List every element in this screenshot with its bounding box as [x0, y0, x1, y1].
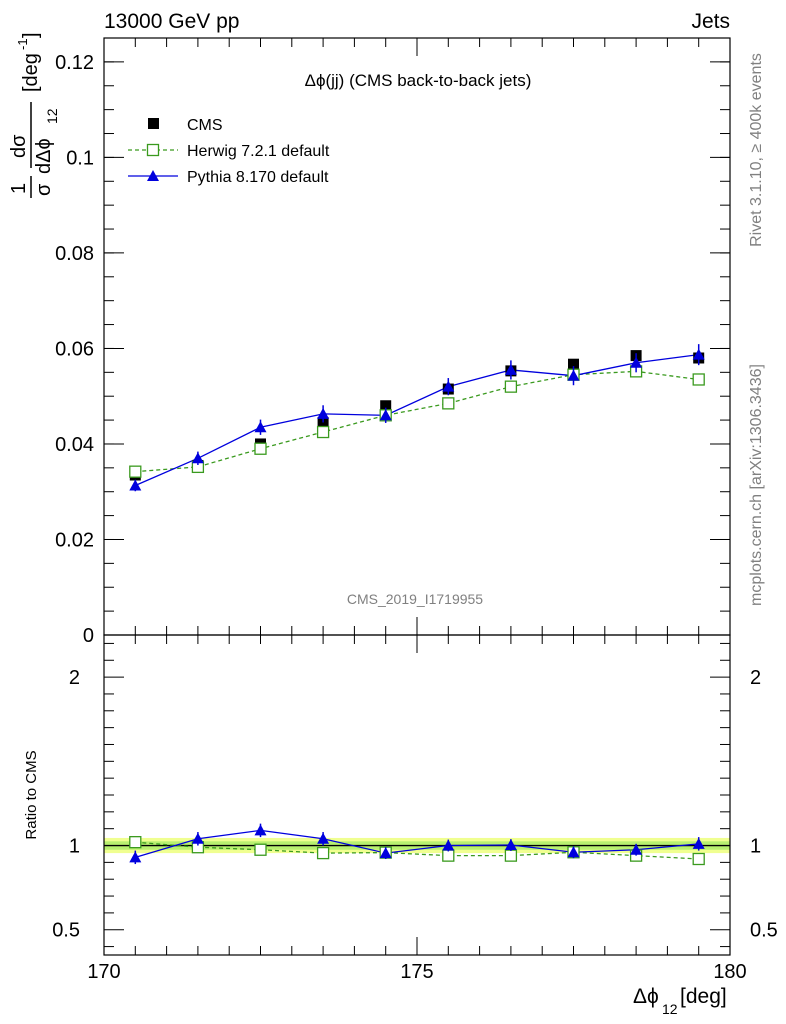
main-y-tick-label: 0.06	[55, 338, 94, 360]
pythia-point	[129, 479, 142, 491]
ratio-frame	[103, 634, 731, 956]
ratio-pythia-point	[442, 839, 455, 851]
ratio-herwig-point	[316, 846, 330, 860]
ratio-y-tick-label: 2	[69, 667, 80, 689]
main-x-ticks	[103, 38, 731, 635]
ratio-pythia-point	[254, 824, 267, 836]
ratio-herwig-point	[504, 849, 518, 862]
ratio-herwig-point	[442, 849, 455, 862]
ratio-x-ticks: 170 175 180	[87, 635, 747, 983]
main-y-tick-label: 0.04	[55, 434, 94, 456]
xlabel-sub: 12	[662, 1001, 678, 1017]
legend-marker-pythia	[147, 170, 159, 181]
pythia-point	[504, 363, 517, 375]
x-tick-label: 175	[400, 961, 433, 983]
ratio-y-tick-label: 1	[69, 836, 80, 858]
pythia-point	[317, 407, 330, 419]
ylabel-numerator-b: dσ	[8, 134, 30, 158]
ratio-pythia-point	[379, 847, 392, 859]
xlabel-unit: [deg]	[680, 985, 727, 1008]
ratio-pythia-point	[129, 851, 142, 863]
analysis-id-label: CMS_2019_I1719955	[347, 591, 483, 607]
ylabel-unit-sup: -1	[15, 38, 30, 50]
ratio-pythia-point	[504, 839, 517, 851]
main-panel: 0 0.02 0.04 0.06 0.08 0.1 0.12 Δϕ(jj) (CMS bac…	[55, 37, 731, 647]
rivet-version-label: Rivet 3.1.10, ≥ 400k events	[748, 53, 765, 247]
ratio-pythia-point	[630, 843, 643, 855]
ratio-panel: 0.5 0.5 1 1 2 2 170 175 180 Ratio to CMS	[23, 634, 778, 983]
main-title: Δϕ(jj) (CMS back-to-back jets)	[305, 71, 532, 90]
main-y-tick-label: 0	[83, 625, 94, 647]
header-category: Jets	[691, 10, 730, 33]
pythia-point	[567, 369, 580, 381]
ylabel-denominator-sub: 12	[44, 108, 60, 124]
herwig-point	[316, 425, 330, 439]
herwig-point	[129, 465, 142, 478]
main-y-tick-label: 0.08	[55, 243, 94, 265]
legend: CMS Herwig 7.2.1 default Pythia 8.170 de…	[128, 117, 330, 186]
ylabel-unit-close: ]	[20, 32, 42, 38]
x-tick-label: 180	[713, 961, 746, 983]
herwig-point	[254, 442, 267, 455]
cms-point	[568, 358, 579, 370]
ratio-herwig-point	[692, 852, 705, 866]
ratio-series-layer	[129, 823, 705, 866]
ratio-pythia-point	[191, 832, 204, 844]
ratio-pythia-point	[567, 846, 580, 858]
main-y-ticks: 0 0.02 0.04 0.06 0.08 0.1 0.12	[55, 37, 730, 647]
legend-label-herwig: Herwig 7.2.1 default	[187, 143, 330, 160]
main-y-tick-label: 0.02	[55, 529, 94, 551]
pythia-line	[135, 354, 699, 487]
mcplots-credit-label: mcplots.cern.ch [arXiv:1306.3436]	[748, 364, 765, 606]
ylabel-denominator-b: dΔϕ	[33, 138, 55, 174]
ratio-y-tick-label: 0.5	[52, 920, 80, 942]
pythia-point	[379, 409, 392, 421]
ratio-herwig-line	[135, 841, 699, 860]
x-tick-label: 170	[87, 961, 120, 983]
pythia-point	[442, 380, 455, 392]
herwig-line	[135, 370, 699, 473]
legend-label-pythia: Pythia 8.170 default	[187, 169, 329, 186]
ratio-herwig-point	[129, 836, 142, 849]
legend-marker-cms	[148, 118, 159, 129]
ratio-y-ticks: 0.5 0.5 1 1 2 2	[52, 642, 778, 948]
x-axis-label: Δϕ 12 [deg]	[633, 985, 727, 1017]
ratio-y-axis-label: Ratio to CMS	[23, 750, 40, 839]
header-process: 13000 GeV pp	[104, 10, 239, 33]
ratio-herwig-point	[254, 843, 267, 856]
pythia-point	[191, 452, 204, 464]
ylabel-unit: [deg	[20, 53, 42, 92]
ylabel-denominator: σ	[33, 183, 55, 196]
cms-point	[380, 400, 392, 412]
ratio-pythia-point	[317, 832, 330, 844]
ratio-pythia-point	[692, 837, 705, 849]
herwig-point	[504, 380, 518, 393]
xlabel-main: Δϕ	[633, 985, 659, 1008]
legend-label-cms: CMS	[187, 117, 223, 134]
main-y-tick-label: 0.12	[55, 52, 94, 74]
ratio-y-tick-label-right: 2	[750, 667, 761, 689]
main-y-tick-label: 0.1	[66, 147, 94, 169]
herwig-point	[692, 373, 705, 386]
pythia-point	[630, 356, 643, 368]
ratio-y-tick-label-right: 0.5	[750, 920, 778, 942]
main-y-axis-label: 1 dσ σ dΔϕ 12 [deg -1 ]	[8, 32, 60, 198]
pythia-point	[254, 421, 267, 433]
ratio-pythia-line	[135, 829, 699, 858]
pythia-point	[692, 348, 705, 360]
herwig-point	[442, 397, 455, 410]
ylabel-numerator: 1	[8, 183, 30, 194]
ratio-y-tick-label-right: 1	[750, 836, 761, 858]
legend-marker-herwig	[146, 143, 160, 157]
main-series-layer	[129, 344, 705, 492]
